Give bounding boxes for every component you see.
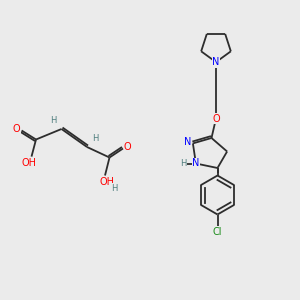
Text: H: H <box>50 116 56 125</box>
Text: O: O <box>13 124 21 134</box>
Text: OH: OH <box>22 158 37 168</box>
Text: N: N <box>212 57 220 67</box>
Text: OH: OH <box>99 177 114 187</box>
Text: O: O <box>212 113 220 124</box>
Text: N: N <box>192 158 200 169</box>
Text: H: H <box>92 134 99 143</box>
Text: H: H <box>111 184 118 193</box>
Text: O: O <box>124 142 132 152</box>
Text: N: N <box>184 137 191 147</box>
Text: Cl: Cl <box>213 227 222 237</box>
Text: H: H <box>180 159 187 168</box>
